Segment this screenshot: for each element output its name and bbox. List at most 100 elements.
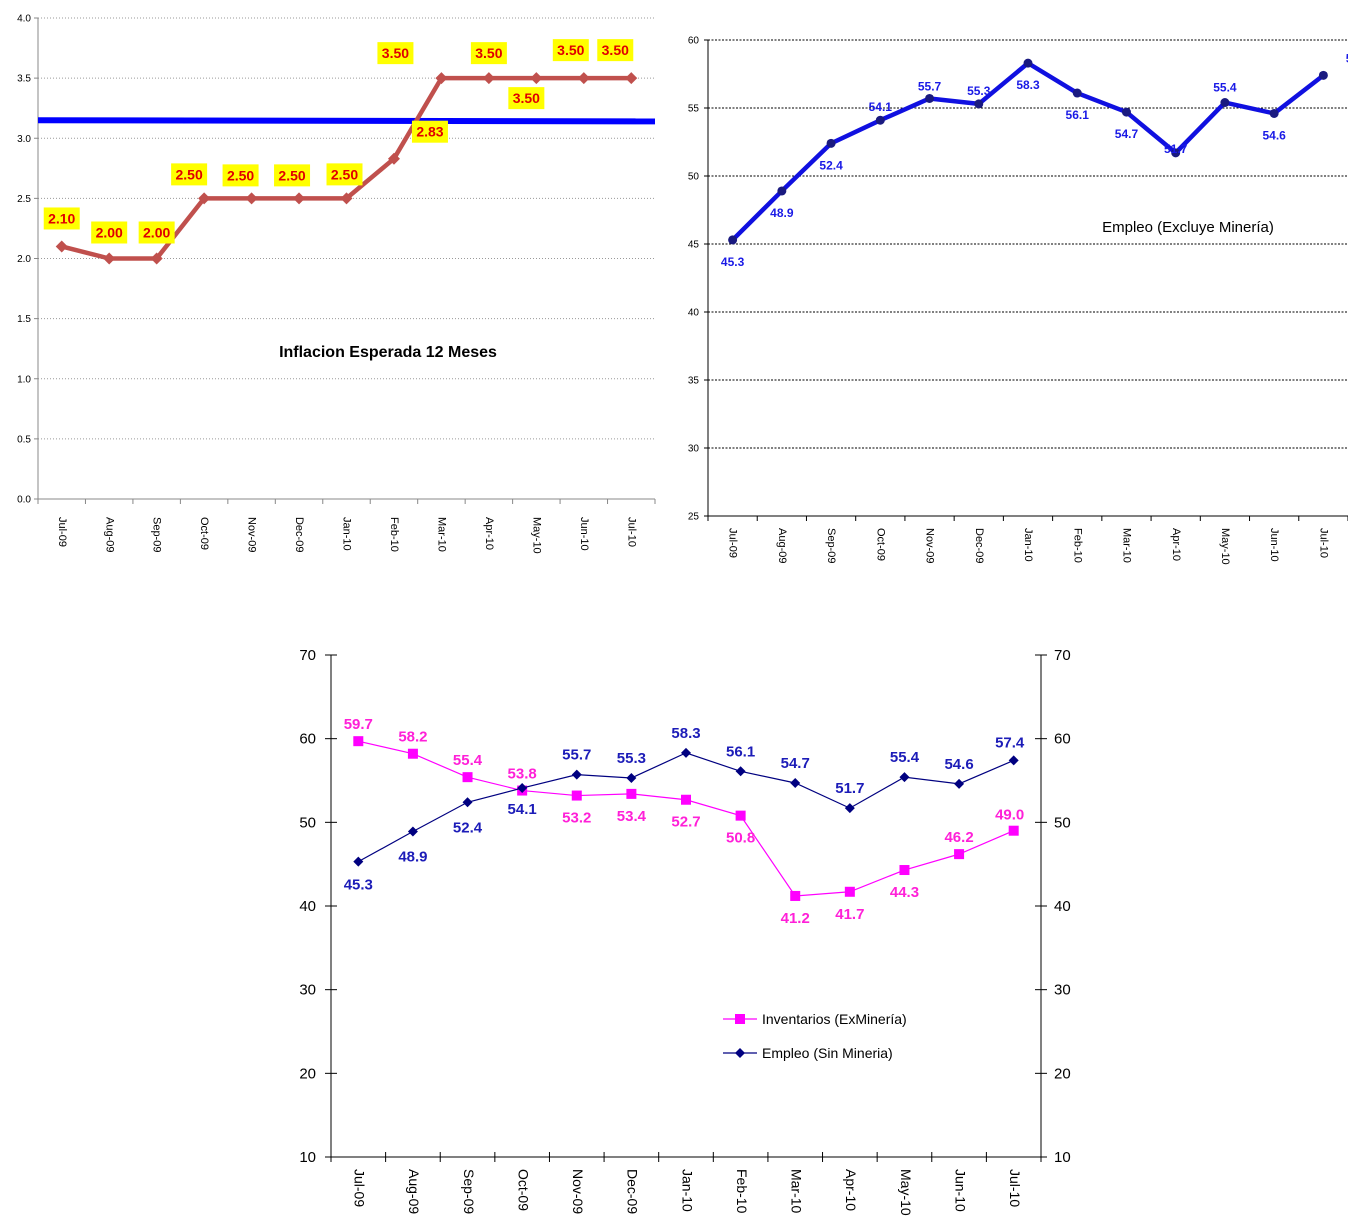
y-tick-label: 1.5 (17, 314, 31, 325)
data-label: 2.50 (175, 166, 202, 182)
empleo-point (735, 766, 746, 777)
x-tick-label: Oct-09 (874, 528, 886, 561)
inventarios-point (1008, 825, 1019, 836)
data-label: 3.50 (382, 45, 409, 61)
y-tick-label: 50 (688, 172, 700, 183)
inventarios-point (626, 788, 637, 799)
empleo-point (626, 772, 637, 783)
x-tick-label: Aug-09 (406, 1169, 422, 1214)
data-label: 3.50 (602, 42, 629, 58)
empleo-point (954, 778, 965, 789)
inventarios-point (735, 810, 746, 821)
data-label: 2.50 (331, 166, 358, 182)
data-label: 3.50 (475, 45, 502, 61)
x-tick-label: Feb-10 (734, 1169, 750, 1214)
data-label: 2.50 (278, 167, 305, 183)
empleo-data-label: 55.7 (562, 747, 591, 764)
empleo-line (358, 752, 1014, 863)
inventarios-data-label: 49.0 (995, 807, 1024, 824)
empleo-data-label: 48.9 (398, 849, 427, 866)
x-tick-label: Nov-09 (246, 517, 258, 552)
x-tick-label: Feb-10 (1071, 528, 1083, 563)
inventarios-data-label: 53.8 (508, 766, 537, 783)
inventarios-data-label: 50.8 (726, 830, 755, 847)
y2-tick-label: 50 (1054, 814, 1071, 831)
data-label: 54.7 (1115, 127, 1139, 141)
y2-tick-label: 60 (1054, 731, 1071, 748)
y-tick-label: 55 (688, 104, 700, 115)
y2-tick-label: 40 (1054, 898, 1071, 915)
x-tick-label: Jun-10 (578, 517, 590, 551)
y-tick-label: 1.0 (17, 374, 31, 385)
x-tick-label: Feb-10 (388, 517, 400, 552)
data-point (577, 72, 590, 85)
y-tick-label: 0.0 (17, 495, 31, 506)
y-tick-label: 60 (688, 36, 700, 47)
x-tick-label: Apr-10 (483, 517, 495, 550)
x-tick-label: Aug-09 (103, 517, 115, 552)
data-label: 2.00 (143, 225, 170, 241)
data-point (1318, 70, 1328, 80)
data-point (150, 252, 163, 265)
empleo-data-label: 55.3 (617, 750, 646, 767)
data-point (435, 72, 448, 85)
empleo-point (681, 747, 691, 758)
data-label-bg (597, 39, 634, 62)
x-tick-label: Aug-09 (776, 528, 788, 563)
data-point (103, 252, 116, 265)
empleo-data-label: 57.4 (995, 734, 1025, 751)
data-label: 55.3 (967, 84, 991, 98)
x-tick-label: Jan-10 (1022, 528, 1034, 562)
data-label-bg (470, 42, 507, 65)
inventarios-point (571, 790, 582, 801)
data-label: 2.50 (227, 167, 254, 183)
legend-inventarios-label: Inventarios (ExMinería) (762, 1011, 907, 1027)
x-tick-label: Jul-09 (727, 528, 739, 558)
x-tick-label: May-10 (1219, 528, 1231, 565)
data-point (777, 186, 787, 196)
data-label: 52.4 (819, 158, 843, 172)
x-tick-label: Apr-10 (843, 1169, 859, 1211)
y-tick-label: 30 (299, 982, 316, 999)
inventarios-data-label: 46.2 (944, 829, 973, 846)
data-label: 54.6 (1262, 128, 1286, 142)
x-tick-label: Mar-10 (1121, 528, 1133, 563)
y2-tick-label: 20 (1054, 1065, 1071, 1082)
inventarios-data-label: 53.4 (617, 808, 647, 825)
x-tick-label: Jan-10 (341, 517, 353, 551)
inventarios-data-label: 41.2 (781, 910, 810, 927)
x-tick-label: Dec-09 (625, 1169, 641, 1214)
x-tick-label: Dec-09 (293, 517, 305, 552)
inventarios-data-label: 53.2 (562, 810, 591, 827)
inflation-chart: 0.0 0.5 1.0 1.5 2.0 2.5 3.0 3.5 4.0 Jul-09 Aug-09 S… (17, 14, 656, 554)
x-tick-label: Oct-09 (198, 517, 210, 550)
x-tick-label: May-10 (898, 1169, 914, 1216)
data-point (55, 240, 68, 253)
y-tick-label: 3.5 (17, 74, 31, 85)
empleo-data-label: 54.6 (944, 756, 973, 773)
reference-line (37, 117, 656, 125)
x-tick-label: Jul-09 (56, 517, 68, 547)
x-tick-label: Jul-10 (625, 517, 637, 547)
inventarios-data-label: 55.4 (453, 752, 483, 769)
chart-title: Inflacion Esperada 12 Meses (279, 344, 497, 361)
empleo-data-label: 54.1 (508, 801, 537, 818)
data-point (826, 138, 836, 148)
data-label: 56.1 (1066, 108, 1090, 122)
y-tick-label: 20 (299, 1065, 316, 1082)
x-tick-label: Mar-10 (789, 1169, 805, 1214)
y-tick-label: 4.0 (17, 14, 31, 25)
data-point (387, 152, 400, 165)
data-label: 57.4 (1346, 51, 1348, 65)
y-tick-label: 35 (688, 376, 700, 387)
empleo-point (1008, 755, 1019, 766)
data-point (1121, 107, 1131, 117)
inventarios-data-label: 58.2 (398, 729, 427, 746)
data-label: 51.7 (1164, 142, 1188, 156)
data-point (198, 192, 211, 205)
data-label-bg (171, 163, 208, 186)
employment-chart: 25 30 35 40 45 50 55 60 Jul-09 Aug-09 Sep-09 Oct-09… (688, 36, 1348, 565)
inventarios-point (407, 748, 418, 759)
data-label: 2.83 (416, 124, 443, 140)
